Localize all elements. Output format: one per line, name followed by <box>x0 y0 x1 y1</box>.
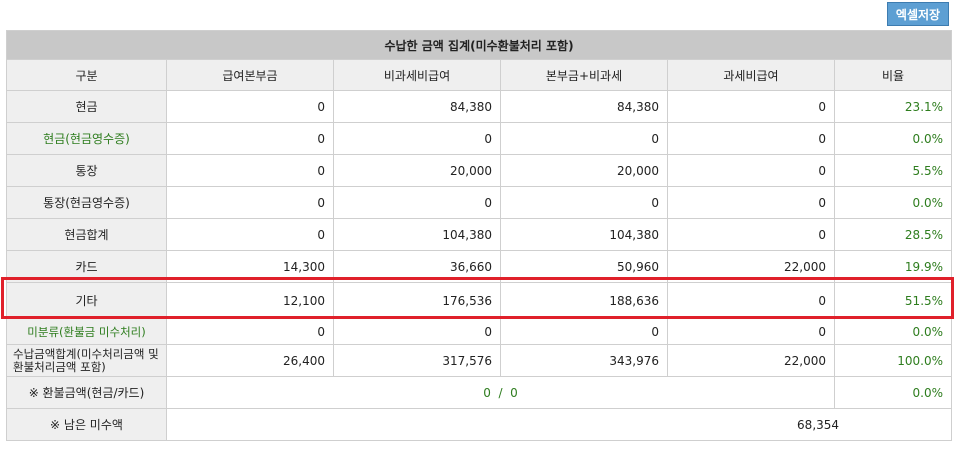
header-category: 구분 <box>6 59 167 91</box>
cell-value: 0 <box>500 318 668 345</box>
header-ratio: 비율 <box>833 59 953 91</box>
cell-value: 104,380 <box>333 218 501 251</box>
cell-value: 0 <box>333 122 501 155</box>
cell-ratio: 0.0% <box>833 122 953 155</box>
cell-value: 50,960 <box>500 250 668 283</box>
cell-value: 0 <box>166 218 334 251</box>
table-row: 현금합계 0 104,380 104,380 0 28.5% <box>6 218 953 251</box>
cell-value: 0 <box>500 122 668 155</box>
cell-ratio: 28.5% <box>833 218 953 251</box>
cell-ratio: 19.9% <box>833 250 953 283</box>
cell-value: 22,000 <box>667 344 835 377</box>
cell-ratio: 100.0% <box>833 344 953 377</box>
cell-value: 12,100 <box>166 282 334 319</box>
remaining-row: ※ 남은 미수액 68,354 <box>6 408 953 441</box>
cell-value: 0 <box>667 122 835 155</box>
remaining-label: ※ 남은 미수액 <box>6 408 167 441</box>
table-row-highlighted: 기타 12,100 176,536 188,636 0 51.5% <box>6 282 953 319</box>
header-taxable: 과세비급여 <box>667 59 835 91</box>
header-non-taxable: 비과세비급여 <box>333 59 501 91</box>
refund-value: 0 / 0 <box>166 376 835 409</box>
cell-ratio: 5.5% <box>833 154 953 187</box>
cell-value: 20,000 <box>500 154 668 187</box>
cell-ratio: 51.5% <box>833 282 953 319</box>
header-copay-plus-nontax: 본부금+비과세 <box>500 59 668 91</box>
cell-value: 188,636 <box>500 282 668 319</box>
table-row: 현금 0 84,380 84,380 0 23.1% <box>6 90 953 123</box>
cell-value: 84,380 <box>333 90 501 123</box>
cell-value: 176,536 <box>333 282 501 319</box>
row-label: 현금합계 <box>6 218 167 251</box>
cell-value: 0 <box>333 318 501 345</box>
cell-value: 26,400 <box>166 344 334 377</box>
cell-value: 0 <box>166 122 334 155</box>
row-label: 현금 <box>6 90 167 123</box>
cell-value: 0 <box>667 218 835 251</box>
cell-value: 22,000 <box>667 250 835 283</box>
cell-value: 0 <box>333 186 501 219</box>
cell-value: 0 <box>667 282 835 319</box>
table-title: 수납한 금액 집계(미수환불처리 포함) <box>5 30 953 60</box>
header-insured-copay: 급여본부금 <box>166 59 334 91</box>
cell-value: 104,380 <box>500 218 668 251</box>
cell-value: 0 <box>667 90 835 123</box>
remaining-value: 68,354 <box>165 408 953 441</box>
row-label: 미분류(환불금 미수처리) <box>6 318 167 345</box>
table-row: 카드 14,300 36,660 50,960 22,000 19.9% <box>6 250 953 283</box>
cell-value: 317,576 <box>333 344 501 377</box>
cell-value: 84,380 <box>500 90 668 123</box>
cell-value: 0 <box>166 186 334 219</box>
table-row: 통장 0 20,000 20,000 0 5.5% <box>6 154 953 187</box>
table-row: 통장(현금영수증) 0 0 0 0 0.0% <box>6 186 953 219</box>
cell-value: 0 <box>667 154 835 187</box>
table-title-row: 수납한 금액 집계(미수환불처리 포함) <box>5 30 953 60</box>
row-label: 현금(현금영수증) <box>6 122 167 155</box>
cell-value: 0 <box>667 318 835 345</box>
cell-ratio: 0.0% <box>833 186 953 219</box>
cell-value: 0 <box>500 186 668 219</box>
row-label: 통장 <box>6 154 167 187</box>
cell-value: 14,300 <box>166 250 334 283</box>
excel-save-button[interactable]: 엑셀저장 <box>887 2 949 26</box>
row-label: 카드 <box>6 250 167 283</box>
payment-summary-table: 수납한 금액 집계(미수환불처리 포함) 구분 급여본부금 비과세비급여 본부금… <box>5 30 953 441</box>
table-header-row: 구분 급여본부금 비과세비급여 본부금+비과세 과세비급여 비율 <box>6 59 953 91</box>
refund-row: ※ 환불금액(현금/카드) 0 / 0 0.0% <box>6 376 953 409</box>
row-label: 기타 <box>6 282 167 319</box>
row-label: 수납금액합계(미수처리금액 및 환불처리금액 포함) <box>6 344 167 377</box>
cell-value: 0 <box>166 318 334 345</box>
refund-label: ※ 환불금액(현금/카드) <box>6 376 167 409</box>
table-row-total: 수납금액합계(미수처리금액 및 환불처리금액 포함) 26,400 317,57… <box>6 344 953 377</box>
cell-value: 0 <box>667 186 835 219</box>
cell-value: 0 <box>166 90 334 123</box>
cell-value: 0 <box>166 154 334 187</box>
row-label: 통장(현금영수증) <box>6 186 167 219</box>
cell-value: 20,000 <box>333 154 501 187</box>
table-row: 현금(현금영수증) 0 0 0 0 0.0% <box>6 122 953 155</box>
refund-ratio: 0.0% <box>833 376 953 409</box>
cell-value: 36,660 <box>333 250 501 283</box>
table-row: 미분류(환불금 미수처리) 0 0 0 0 0.0% <box>6 318 953 345</box>
cell-ratio: 0.0% <box>833 318 953 345</box>
cell-ratio: 23.1% <box>833 90 953 123</box>
cell-value: 343,976 <box>500 344 668 377</box>
